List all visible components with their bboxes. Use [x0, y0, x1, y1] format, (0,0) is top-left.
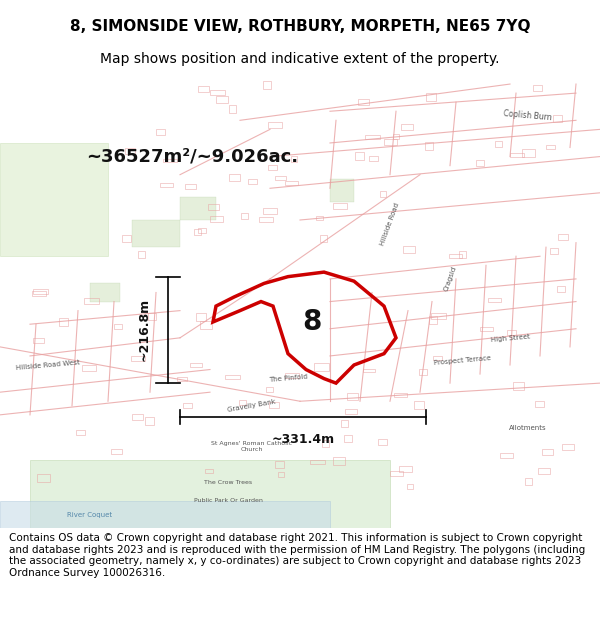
Text: The Crow Trees: The Crow Trees — [204, 480, 252, 485]
Text: Public Park Or Garden: Public Park Or Garden — [194, 499, 262, 504]
Text: ~216.8m: ~216.8m — [137, 298, 151, 361]
Polygon shape — [30, 460, 390, 528]
Polygon shape — [180, 198, 216, 220]
Text: High Street: High Street — [490, 333, 530, 342]
Polygon shape — [0, 501, 330, 528]
Text: Coplish Burn: Coplish Burn — [503, 109, 553, 123]
Text: ~36527m²/~9.026ac.: ~36527m²/~9.026ac. — [86, 148, 298, 166]
Text: 8, SIMONSIDE VIEW, ROTHBURY, MORPETH, NE65 7YQ: 8, SIMONSIDE VIEW, ROTHBURY, MORPETH, NE… — [70, 19, 530, 34]
Polygon shape — [90, 284, 120, 301]
Polygon shape — [0, 143, 108, 256]
Text: Hillside Road West: Hillside Road West — [16, 359, 80, 371]
Text: ~331.4m: ~331.4m — [271, 433, 335, 446]
Text: St Agnes' Roman Catholic
Church: St Agnes' Roman Catholic Church — [211, 441, 293, 452]
Text: Allotments: Allotments — [509, 426, 547, 431]
Text: Prospect Terrace: Prospect Terrace — [433, 355, 491, 366]
Text: Gravelly Bank: Gravelly Bank — [227, 399, 277, 413]
Text: Contains OS data © Crown copyright and database right 2021. This information is : Contains OS data © Crown copyright and d… — [9, 533, 585, 578]
Text: River Coquet: River Coquet — [67, 511, 113, 518]
Text: Hillside Road: Hillside Road — [379, 202, 401, 247]
Polygon shape — [132, 220, 180, 247]
Text: The Pinfold: The Pinfold — [268, 374, 308, 383]
Text: Cragsid: Cragsid — [443, 266, 457, 292]
Polygon shape — [330, 179, 354, 202]
Text: Map shows position and indicative extent of the property.: Map shows position and indicative extent… — [100, 52, 500, 66]
Text: 8: 8 — [302, 308, 322, 336]
